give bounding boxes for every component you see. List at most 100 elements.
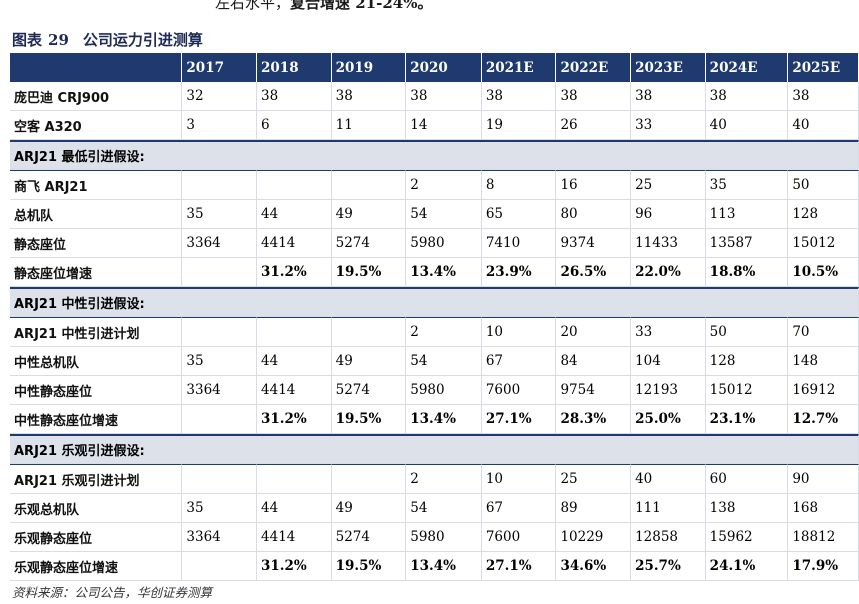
- value-cell: 35: [182, 347, 258, 376]
- table-row: 庞巴迪 CRJ900 32 38 38 38 38 38 38 38 38: [10, 82, 859, 111]
- value-cell: 7600: [481, 376, 557, 405]
- value-cell: 26.5%: [556, 258, 632, 287]
- value-cell: 10: [481, 464, 557, 494]
- value-cell: 60: [705, 464, 789, 494]
- value-cell: [182, 170, 258, 200]
- value-cell: 34.6%: [556, 552, 632, 581]
- value-cell: 111: [631, 494, 706, 523]
- value-cell: 5980: [406, 376, 482, 405]
- value-cell: 31.2%: [257, 552, 332, 581]
- value-cell: 4414: [257, 229, 332, 258]
- value-cell: 50: [788, 170, 859, 200]
- value-cell: 67: [481, 347, 557, 376]
- value-cell: 19: [481, 111, 557, 140]
- header-blank-cell: [10, 53, 183, 82]
- value-cell: 89: [556, 494, 632, 523]
- value-cell: 2: [406, 170, 482, 200]
- value-cell: 138: [705, 494, 789, 523]
- value-cell: 11433: [631, 229, 706, 258]
- value-cell: 5980: [406, 229, 482, 258]
- value-cell: 17.9%: [788, 552, 859, 581]
- value-cell: 22.0%: [631, 258, 706, 287]
- value-cell: 168: [788, 494, 859, 523]
- row-label: 总机队: [10, 200, 183, 229]
- value-cell: 54: [406, 494, 482, 523]
- value-cell: 32: [182, 82, 258, 111]
- row-label: ARJ21 中性引进计划: [10, 317, 183, 347]
- value-cell: 38: [257, 82, 332, 111]
- value-cell: 70: [788, 317, 859, 347]
- value-cell: 5274: [331, 376, 407, 405]
- table-row: 中性总机队 35 44 49 54 67 84 104 128 148: [10, 347, 859, 376]
- value-cell: [257, 317, 332, 347]
- value-cell: 40: [705, 111, 789, 140]
- value-cell: 113: [705, 200, 789, 229]
- section-label: ARJ21 乐观引进假设:: [10, 434, 859, 464]
- value-cell: 4414: [257, 523, 332, 552]
- table-row: ARJ21 乐观引进计划 2 10 25 40 60 90: [10, 464, 859, 494]
- value-cell: 7600: [481, 523, 557, 552]
- value-cell: 49: [331, 200, 407, 229]
- header-year-cell: 2021E: [481, 53, 557, 82]
- value-cell: 31.2%: [257, 258, 332, 287]
- figure-label: 图表: [12, 31, 43, 49]
- value-cell: [257, 170, 332, 200]
- value-cell: 128: [705, 347, 789, 376]
- value-cell: [331, 464, 407, 494]
- value-cell: 84: [556, 347, 632, 376]
- table-row: 乐观静态座位 3364 4414 5274 5980 7600 10229 12858 1596…: [10, 523, 859, 552]
- value-cell: 5274: [331, 523, 407, 552]
- value-cell: 38: [788, 82, 859, 111]
- value-cell: 7410: [481, 229, 557, 258]
- table-row: ARJ21 中性引进计划 2 10 20 33 50 70: [10, 317, 859, 347]
- header-year-cell: 2017: [182, 53, 258, 82]
- table-row: 中性静态座位 3364 4414 5274 5980 7600 9754 12193 15012…: [10, 376, 859, 405]
- row-label: 中性总机队: [10, 347, 183, 376]
- value-cell: 128: [788, 200, 859, 229]
- preceding-text: 左右水平，: [215, 0, 291, 12]
- value-cell: 15962: [705, 523, 789, 552]
- value-cell: 38: [556, 82, 632, 111]
- value-cell: 38: [406, 82, 482, 111]
- header-year-cell: 2019: [331, 53, 407, 82]
- value-cell: 4414: [257, 376, 332, 405]
- value-cell: 3364: [182, 229, 258, 258]
- table-row: 中性静态座位增速 31.2% 19.5% 13.4% 27.1% 28.3% 25.0% 23…: [10, 405, 859, 434]
- value-cell: 25.0%: [631, 405, 706, 434]
- value-cell: 25.7%: [631, 552, 706, 581]
- value-cell: 10: [481, 317, 557, 347]
- value-cell: 13.4%: [406, 552, 482, 581]
- row-label: 乐观静态座位: [10, 523, 183, 552]
- value-cell: 10.5%: [788, 258, 859, 287]
- value-cell: 5980: [406, 523, 482, 552]
- value-cell: 148: [788, 347, 859, 376]
- row-label: 中性静态座位增速: [10, 405, 183, 434]
- header-year-cell: 2018: [257, 53, 332, 82]
- value-cell: 104: [631, 347, 706, 376]
- value-cell: 27.1%: [481, 405, 557, 434]
- value-cell: [182, 552, 258, 581]
- value-cell: 20: [556, 317, 632, 347]
- value-cell: 31.2%: [257, 405, 332, 434]
- value-cell: 11: [331, 111, 407, 140]
- section-header-row: ARJ21 最低引进假设:: [10, 140, 859, 170]
- value-cell: 16912: [788, 376, 859, 405]
- table-header-row: 2017 2018 2019 2020 2021E 2022E 2023E 2024E 2025…: [10, 53, 859, 82]
- value-cell: 23.9%: [481, 258, 557, 287]
- value-cell: 13.4%: [406, 405, 482, 434]
- value-cell: 25: [556, 464, 632, 494]
- value-cell: 13587: [705, 229, 789, 258]
- value-cell: 13.4%: [406, 258, 482, 287]
- row-label: 静态座位增速: [10, 258, 183, 287]
- value-cell: 9754: [556, 376, 632, 405]
- value-cell: 54: [406, 200, 482, 229]
- value-cell: 44: [257, 347, 332, 376]
- value-cell: [331, 170, 407, 200]
- value-cell: 3364: [182, 376, 258, 405]
- value-cell: 96: [631, 200, 706, 229]
- value-cell: 49: [331, 347, 407, 376]
- header-year-cell: 2023E: [631, 53, 706, 82]
- header-year-cell: 2020: [406, 53, 482, 82]
- value-cell: 35: [705, 170, 789, 200]
- table-row: 乐观总机队 35 44 49 54 67 89 111 138 168: [10, 494, 859, 523]
